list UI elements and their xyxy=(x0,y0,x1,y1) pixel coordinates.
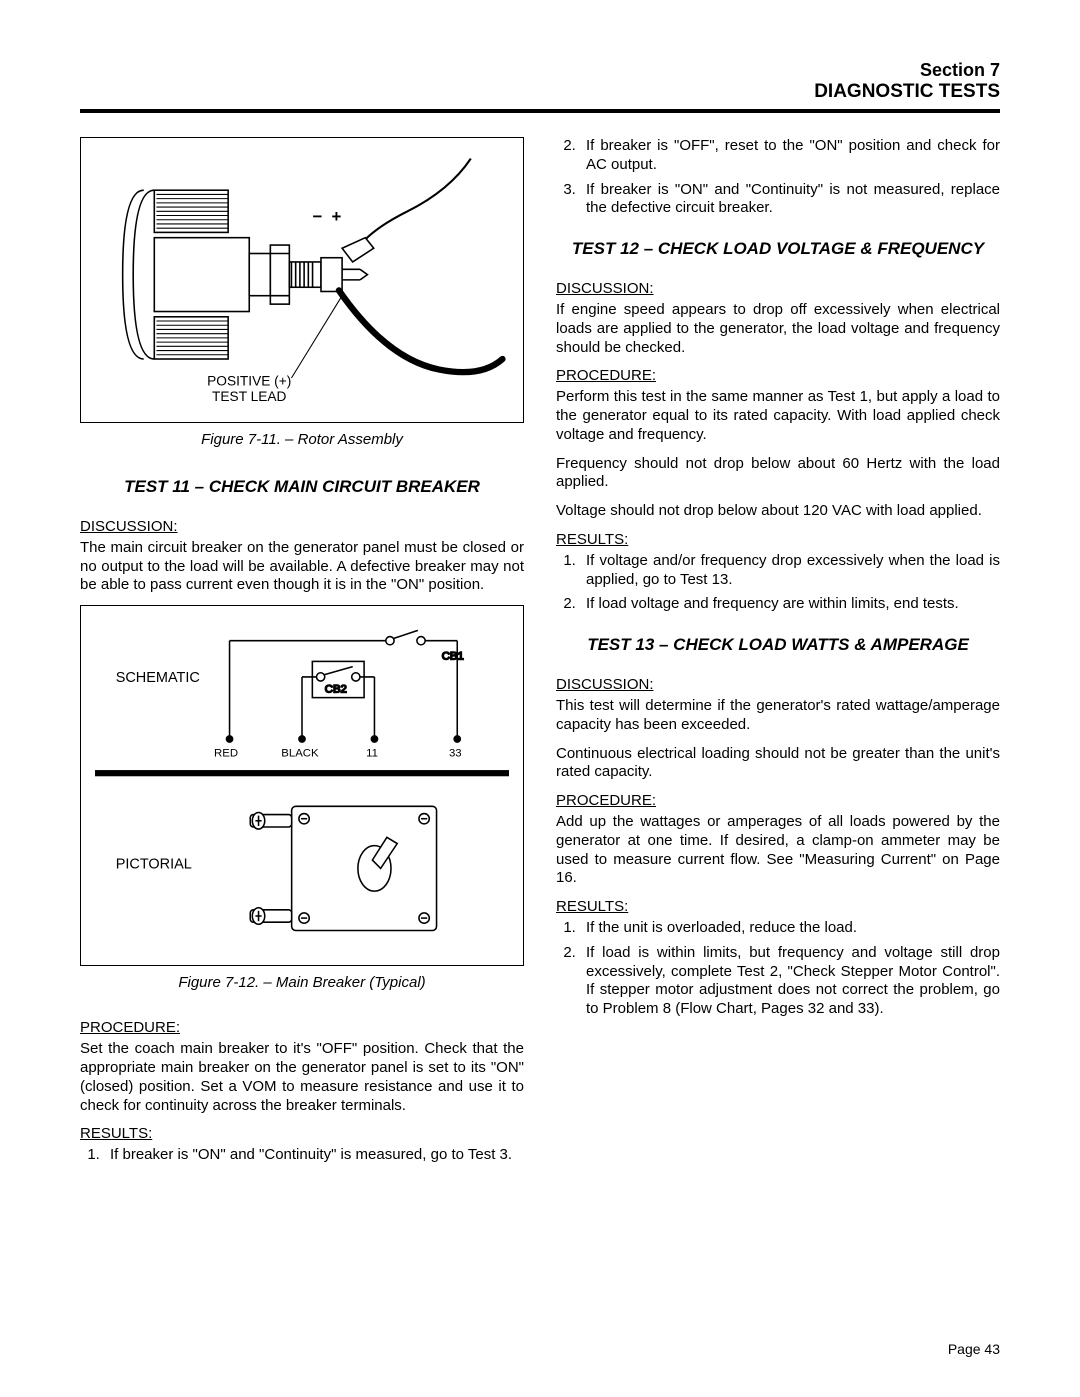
two-column-layout: − + POSITIVE (+) TEST LEAD F xyxy=(80,137,1000,1175)
schematic-label: SCHEMATIC xyxy=(116,670,200,686)
right-column: If breaker is "OFF", reset to the "ON" p… xyxy=(556,137,1000,1175)
list-item: If breaker is "OFF", reset to the "ON" p… xyxy=(580,137,1000,175)
figure-7-11-caption: Figure 7-11. – Rotor Assembly xyxy=(80,431,524,448)
test-13-discussion-p1: This test will determine if the generato… xyxy=(556,697,1000,735)
svg-text:CB1: CB1 xyxy=(442,650,464,662)
test-12-procedure-p3: Voltage should not drop below about 120 … xyxy=(556,502,1000,521)
svg-text:RED: RED xyxy=(214,748,238,760)
discussion-label: DISCUSSION: xyxy=(556,280,1000,297)
left-column: − + POSITIVE (+) TEST LEAD F xyxy=(80,137,524,1175)
test-11-heading: TEST 11 – CHECK MAIN CIRCUIT BREAKER xyxy=(80,476,524,498)
test-12-discussion: If engine speed appears to drop off exce… xyxy=(556,301,1000,357)
page-number: Page 43 xyxy=(948,1341,1000,1357)
procedure-label: PROCEDURE: xyxy=(556,367,1000,384)
svg-text:33: 33 xyxy=(449,748,462,760)
svg-text:CB2: CB2 xyxy=(325,684,347,696)
rotor-assembly-diagram: − + POSITIVE (+) TEST LEAD xyxy=(91,148,513,412)
test-11-procedure: Set the coach main breaker to it's "OFF"… xyxy=(80,1040,524,1115)
test-12-results-list: If voltage and/or frequency drop excessi… xyxy=(556,552,1000,614)
test-lead-label-2: TEST LEAD xyxy=(212,389,286,404)
results-label: RESULTS: xyxy=(556,898,1000,915)
list-item: If breaker is "ON" and "Continuity" is m… xyxy=(104,1146,524,1165)
list-item: If voltage and/or frequency drop excessi… xyxy=(580,552,1000,590)
test-lead-label-1: POSITIVE (+) xyxy=(207,373,291,388)
list-item: If breaker is "ON" and "Continuity" is n… xyxy=(580,181,1000,219)
discussion-label: DISCUSSION: xyxy=(80,518,524,535)
test-13-procedure: Add up the wattages or amperages of all … xyxy=(556,813,1000,888)
test-11-results-list: If breaker is "ON" and "Continuity" is m… xyxy=(80,1146,524,1165)
list-item: If load voltage and frequency are within… xyxy=(580,595,1000,614)
figure-7-11-box: − + POSITIVE (+) TEST LEAD xyxy=(80,137,524,423)
page-header: Section 7 DIAGNOSTIC TESTS xyxy=(80,60,1000,103)
page-title: DIAGNOSTIC TESTS xyxy=(80,81,1000,103)
procedure-label: PROCEDURE: xyxy=(556,792,1000,809)
pictorial-label: PICTORIAL xyxy=(116,856,192,872)
test-13-heading: TEST 13 – CHECK LOAD WATTS & AMPERAGE xyxy=(556,634,1000,656)
minus-label: − xyxy=(313,207,323,226)
figure-7-12-box: SCHEMATIC CB1 xyxy=(80,605,524,966)
test-11-results-continued: If breaker is "OFF", reset to the "ON" p… xyxy=(556,137,1000,218)
test-11-discussion: The main circuit breaker on the generato… xyxy=(80,539,524,595)
test-12-procedure-p2: Frequency should not drop below about 60… xyxy=(556,455,1000,493)
results-label: RESULTS: xyxy=(80,1125,524,1142)
list-item: If load is within limits, but frequency … xyxy=(580,944,1000,1019)
main-breaker-diagram: SCHEMATIC CB1 xyxy=(95,620,509,951)
svg-text:11: 11 xyxy=(366,748,378,760)
svg-text:BLACK: BLACK xyxy=(281,748,319,760)
test-13-discussion-p2: Continuous electrical loading should not… xyxy=(556,745,1000,783)
test-12-procedure-p1: Perform this test in the same manner as … xyxy=(556,388,1000,444)
plus-label: + xyxy=(332,207,342,226)
section-label: Section 7 xyxy=(80,60,1000,81)
test-13-results-list: If the unit is overloaded, reduce the lo… xyxy=(556,919,1000,1019)
header-rule xyxy=(80,109,1000,113)
list-item: If the unit is overloaded, reduce the lo… xyxy=(580,919,1000,938)
procedure-label: PROCEDURE: xyxy=(80,1019,524,1036)
discussion-label: DISCUSSION: xyxy=(556,676,1000,693)
test-12-heading: TEST 12 – CHECK LOAD VOLTAGE & FREQUENCY xyxy=(556,238,1000,260)
results-label: RESULTS: xyxy=(556,531,1000,548)
figure-7-12-caption: Figure 7-12. – Main Breaker (Typical) xyxy=(80,974,524,991)
